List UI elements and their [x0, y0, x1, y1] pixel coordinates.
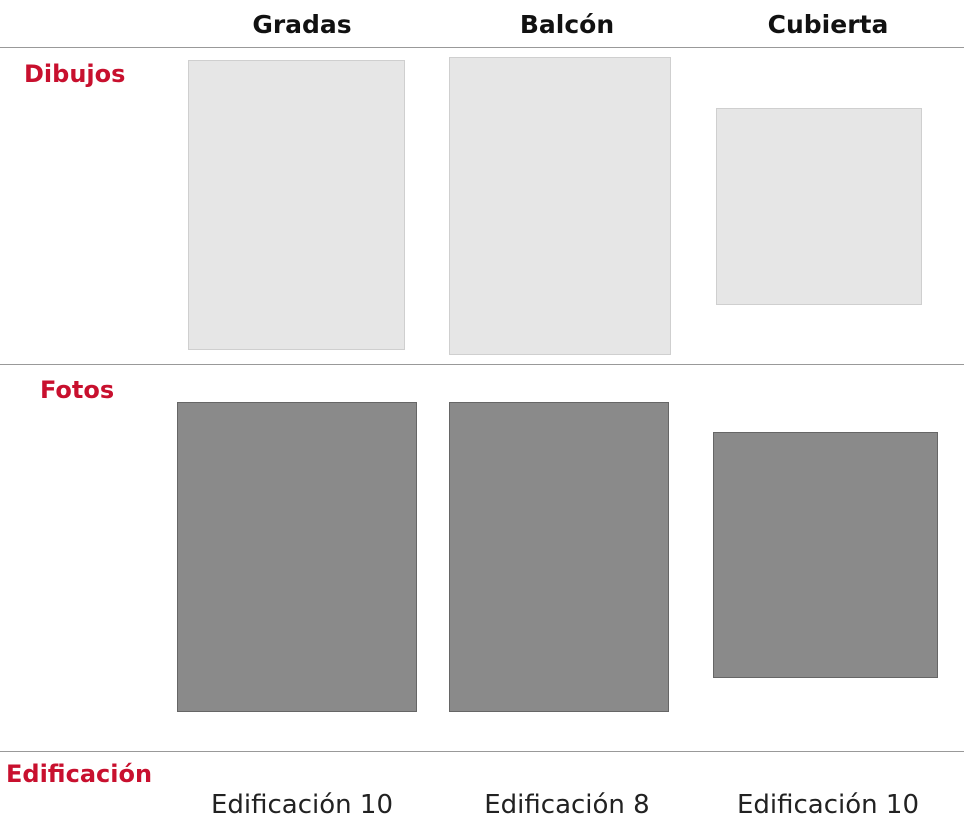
drawing	[449, 57, 671, 355]
photo	[713, 432, 938, 678]
cell-value: Edificación 8	[484, 790, 650, 820]
drawing	[188, 60, 405, 350]
cell-value: Edificación 10	[210, 790, 393, 820]
photo	[177, 402, 417, 712]
photo	[449, 402, 669, 712]
row-label: Edificación	[6, 760, 153, 788]
column-header: Gradas	[252, 10, 352, 39]
rule	[0, 47, 964, 48]
row-label: Fotos	[40, 376, 115, 404]
rule	[0, 364, 964, 365]
drawing	[716, 108, 922, 305]
column-header: Balcón	[519, 10, 615, 39]
rule	[0, 751, 964, 752]
row-label: Dibujos	[24, 60, 126, 88]
column-header: Cubierta	[767, 10, 889, 39]
cell-value: Edificación 10	[736, 790, 919, 820]
